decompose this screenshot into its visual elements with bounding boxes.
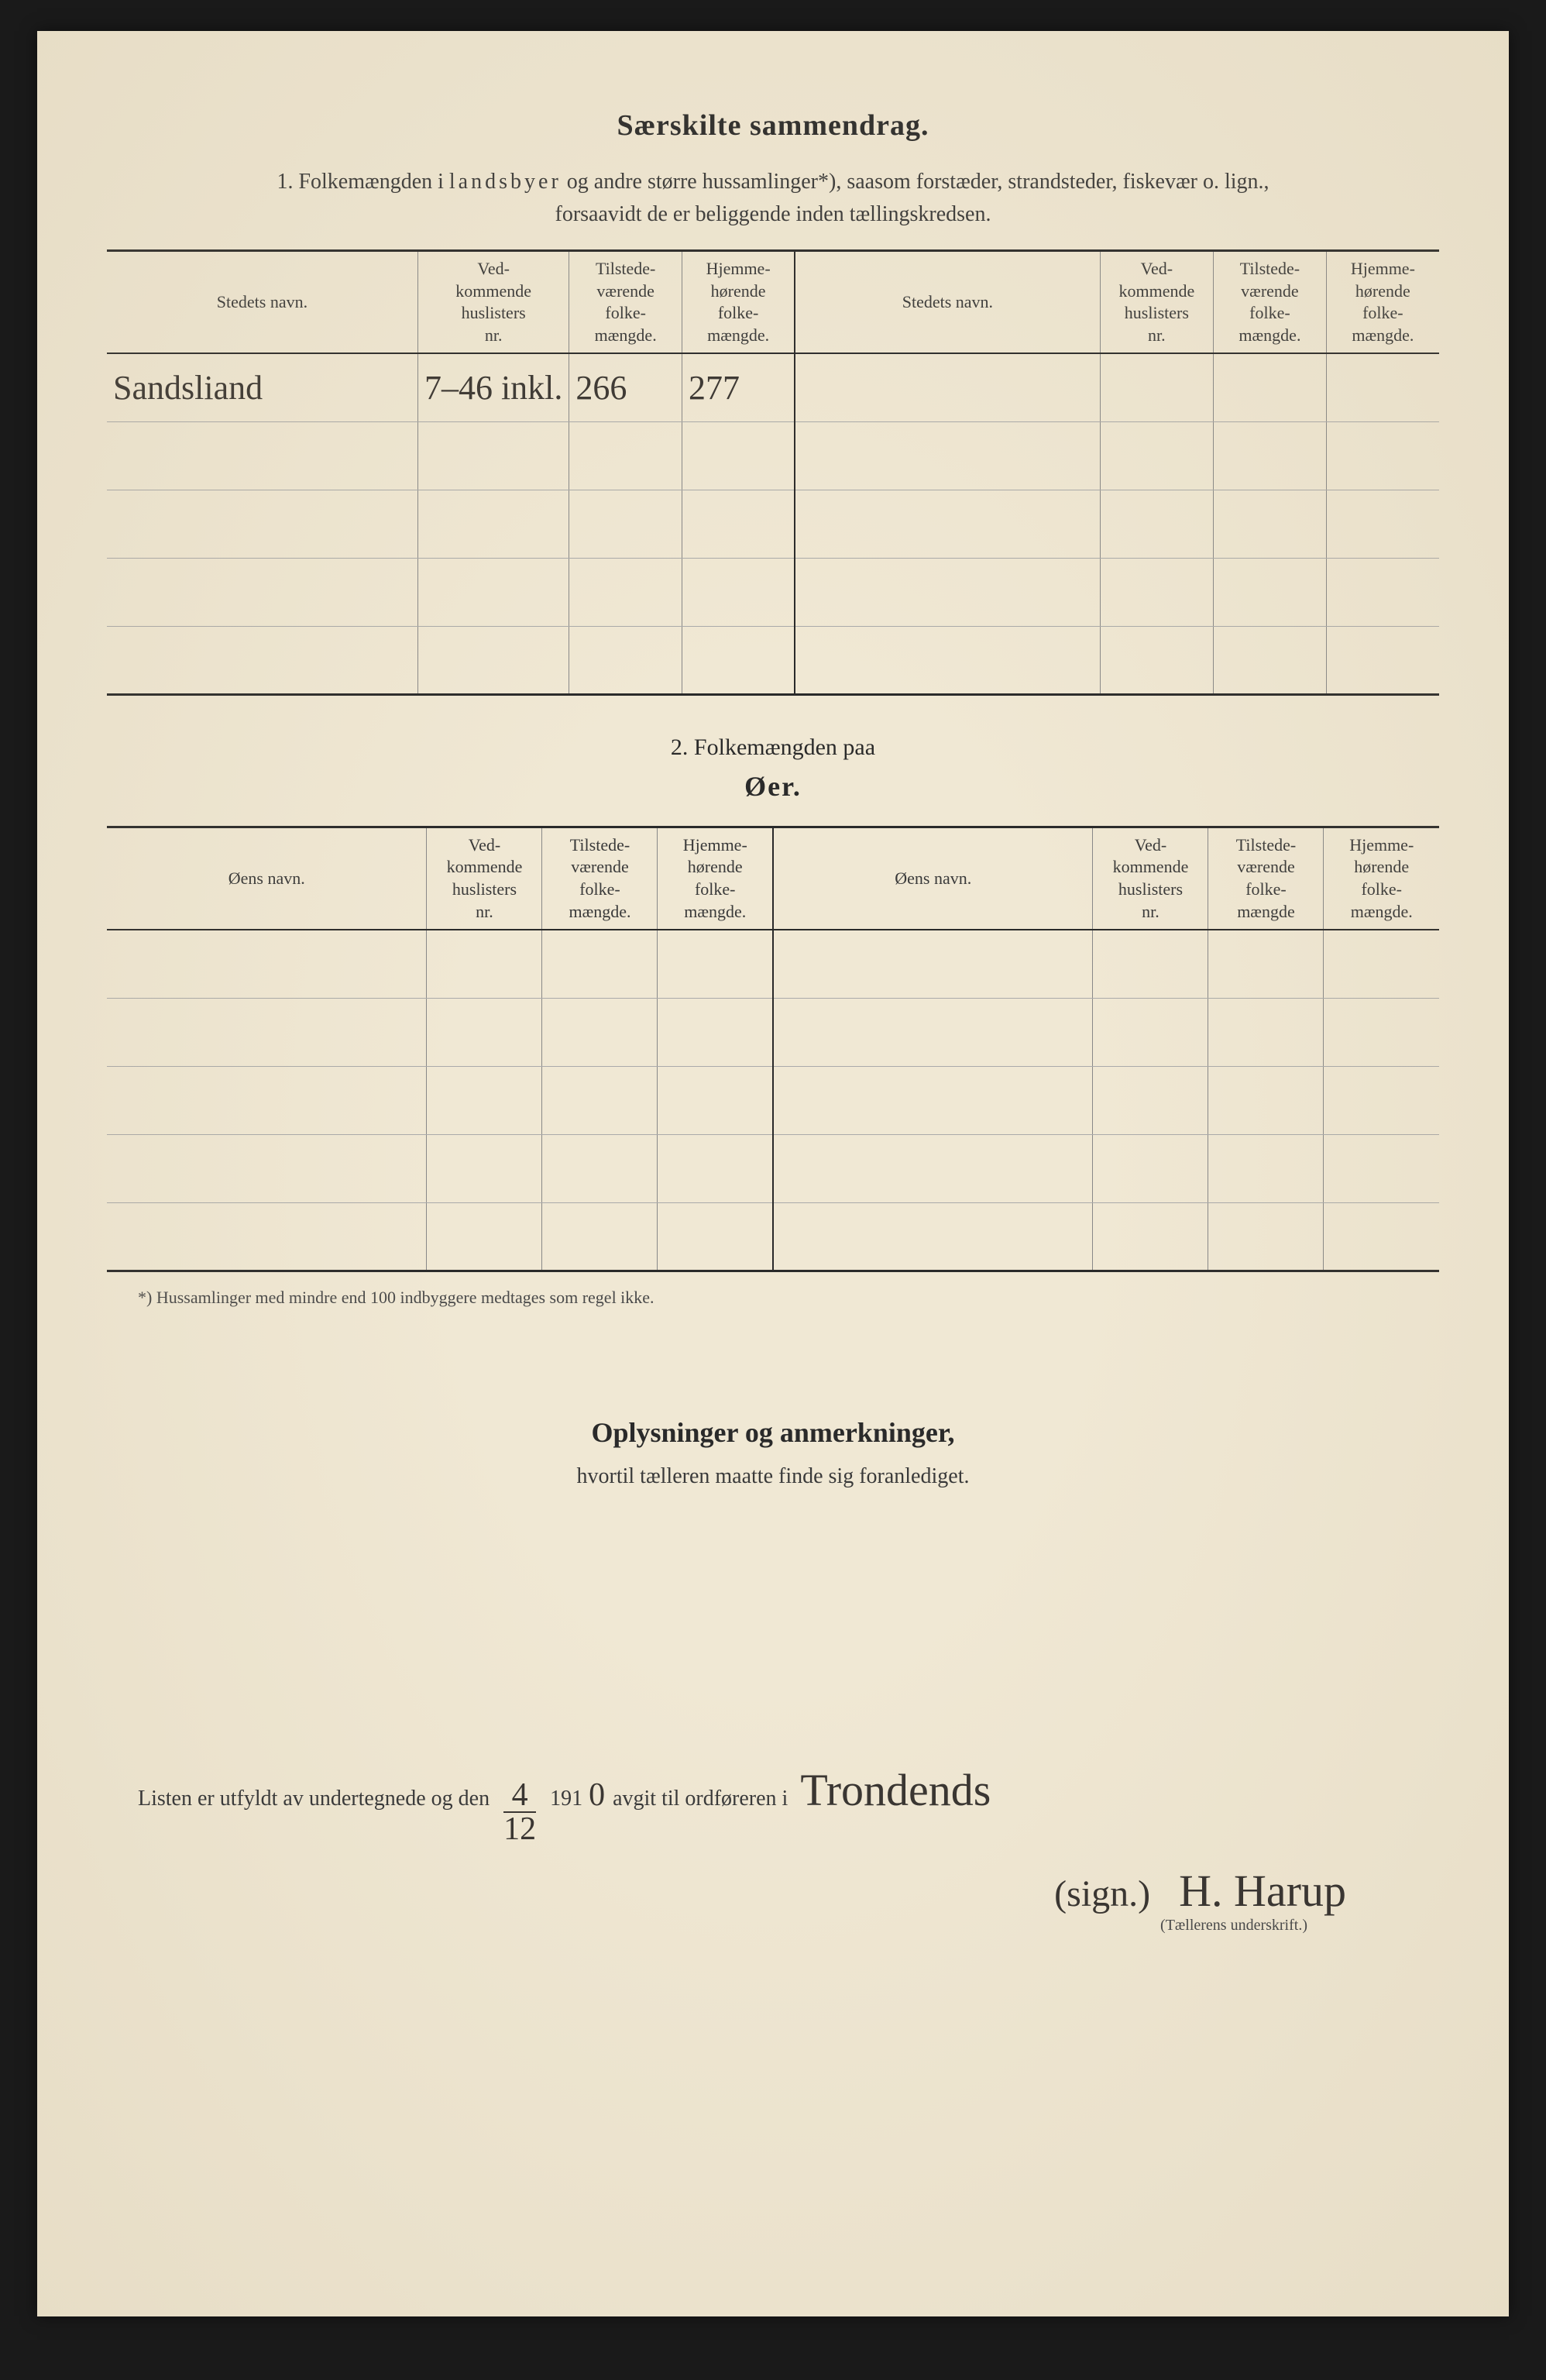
- table-row: [107, 930, 1439, 998]
- table2-col-7: Hjemme- hørende folke- mængde.: [1324, 827, 1439, 930]
- cell-empty: [795, 353, 1100, 421]
- year-hand: 0: [589, 1779, 605, 1811]
- footnote: *) Hussamlinger med mindre end 100 indby…: [138, 1288, 1439, 1308]
- table1-col-0: Stedets navn.: [107, 251, 417, 354]
- table2-col-3: Hjemme- hørende folke- mængde.: [658, 827, 773, 930]
- date-fraction: 4 12: [503, 1779, 536, 1845]
- table-row: [107, 1134, 1439, 1202]
- signature-block: Listen er utfyldt av undertegnede og den…: [138, 1768, 1439, 1935]
- remarks-heading: Oplysninger og anmerkninger,: [107, 1416, 1439, 1449]
- section2-pre: 2. Folkemængden paa: [107, 734, 1439, 761]
- table-row: [107, 490, 1439, 558]
- table-row: Sandsliand 7–46 inkl. 266 277: [107, 353, 1439, 421]
- table-landsbyer: Stedets navn. Ved- kommende huslisters n…: [107, 249, 1439, 696]
- table2-col-2: Tilstede- værende folke- mængde.: [542, 827, 658, 930]
- table1-col-1: Ved- kommende huslisters nr.: [417, 251, 569, 354]
- table-row: [107, 1066, 1439, 1134]
- table-row: [107, 558, 1439, 626]
- intro-pre: 1. Folkemængden i: [277, 170, 448, 194]
- census-form-page: Særskilte sammendrag. 1. Folkemængden i …: [37, 31, 1509, 2316]
- place-handwritten: Trondends: [800, 1768, 991, 1813]
- signature-row: (sign.) H. Harup: [138, 1869, 1439, 1914]
- table2-col-1: Ved- kommende huslisters nr.: [427, 827, 542, 930]
- signature-handwritten: H. Harup: [1179, 1866, 1346, 1916]
- table-oer: Øens navn. Ved- kommende huslisters nr. …: [107, 826, 1439, 1272]
- signature-caption: (Tællerens underskrift.): [138, 1917, 1439, 1935]
- table2-header-row: Øens navn. Ved- kommende huslisters nr. …: [107, 827, 1439, 930]
- remarks-sub: hvortil tælleren maatte finde sig foranl…: [107, 1464, 1439, 1489]
- cell-tilstede: 266: [569, 353, 682, 421]
- date-top: 4: [512, 1779, 528, 1811]
- table1-col-7: Hjemme- hørende folke- mængde.: [1326, 251, 1439, 354]
- table1-col-6: Tilstede- værende folke- mængde.: [1214, 251, 1327, 354]
- cell-empty: [1214, 353, 1327, 421]
- section2-title: Øer.: [107, 770, 1439, 803]
- intro-text: 1. Folkemængden i landsbyer og andre stø…: [107, 166, 1439, 231]
- cell-huslister: 7–46 inkl.: [417, 353, 569, 421]
- table1-col-3: Hjemme- hørende folke- mængde.: [682, 251, 795, 354]
- sign-mid: avgit til ordføreren i: [613, 1787, 788, 1811]
- table-row: [107, 421, 1439, 490]
- sign-prefix-hand: (sign.): [1054, 1873, 1150, 1914]
- intro-post: og andre større hussamlinger*), saasom f…: [562, 170, 1269, 194]
- date-bottom: 12: [503, 1813, 536, 1845]
- table1-col-4: Stedets navn.: [795, 251, 1100, 354]
- table2-col-4: Øens navn.: [773, 827, 1093, 930]
- cell-name: Sandsliand: [107, 353, 417, 421]
- cell-empty: [1100, 353, 1214, 421]
- table-row: [107, 998, 1439, 1066]
- intro-spaced: landsbyer: [449, 170, 562, 194]
- table1-col-5: Ved- kommende huslisters nr.: [1100, 251, 1214, 354]
- page-title: Særskilte sammendrag.: [107, 108, 1439, 143]
- table2-col-5: Ved- kommende huslisters nr.: [1093, 827, 1208, 930]
- table2-col-6: Tilstede- værende folke- mængde: [1208, 827, 1324, 930]
- cell-empty: [1326, 353, 1439, 421]
- cell-hjemme: 277: [682, 353, 795, 421]
- year-print: 191: [550, 1787, 582, 1811]
- intro-line2: forsaavidt de er beliggende inden tællin…: [555, 202, 991, 226]
- table-row: [107, 1202, 1439, 1271]
- table1-header-row: Stedets navn. Ved- kommende huslisters n…: [107, 251, 1439, 354]
- table1-col-2: Tilstede- værende folke- mængde.: [569, 251, 682, 354]
- signature-line: Listen er utfyldt av undertegnede og den…: [138, 1768, 1439, 1845]
- sign-prefix: Listen er utfyldt av undertegnede og den: [138, 1787, 490, 1811]
- table2-col-0: Øens navn.: [107, 827, 427, 930]
- table-row: [107, 626, 1439, 694]
